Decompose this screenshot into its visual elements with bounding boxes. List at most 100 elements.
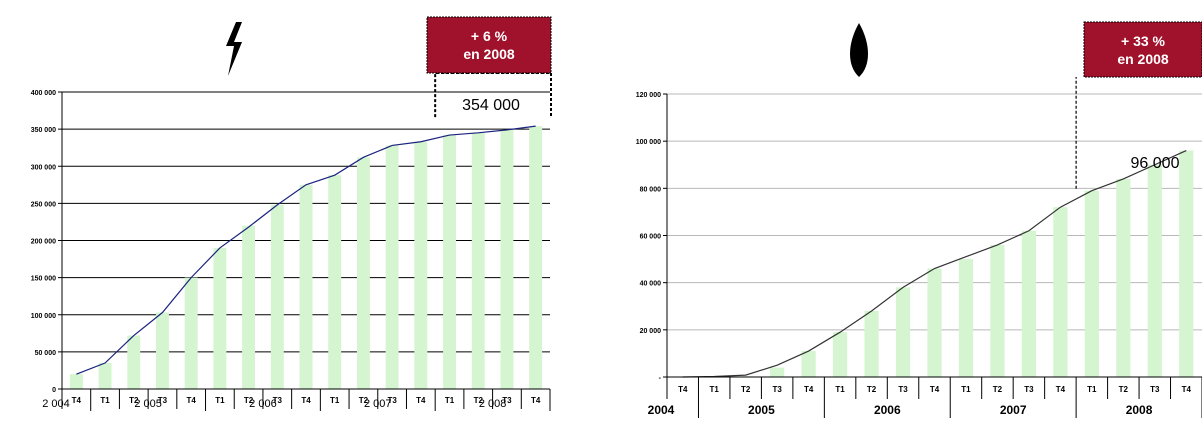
bar (156, 312, 169, 389)
quarter-label: T1 (1087, 385, 1097, 394)
bar (328, 175, 342, 389)
quarter-label: T1 (835, 385, 845, 394)
bar (184, 277, 198, 389)
quarter-label: T1 (100, 396, 110, 405)
year-label: 2 007 (364, 398, 392, 410)
y-tick-label: 0 (52, 387, 56, 394)
bar (414, 141, 428, 389)
quarter-label: T3 (158, 396, 168, 405)
year-label: 2 006 (249, 398, 277, 410)
year-label: 2 005 (134, 398, 162, 410)
bar (242, 225, 256, 389)
growth-badge-year: en 2008 (463, 46, 515, 62)
quarter-label: T1 (445, 396, 455, 405)
quarter-label: T3 (1024, 385, 1034, 394)
bar (1021, 230, 1036, 377)
growth-badge-year: en 2008 (1117, 51, 1169, 67)
year-label: 2007 (1000, 403, 1027, 417)
quarter-label: T4 (531, 396, 541, 405)
quarter-label: T2 (1119, 385, 1129, 394)
bar (770, 367, 785, 377)
y-tick-label: 400 000 (31, 90, 56, 97)
year-label: 2008 (1126, 403, 1153, 417)
y-tick-label: 40 000 (640, 281, 662, 288)
bar (1084, 190, 1099, 377)
quarter-label: T2 (359, 396, 369, 405)
year-label: 2005 (748, 403, 775, 417)
bar (1147, 164, 1162, 377)
bar (801, 351, 816, 377)
quarter-label: T2 (474, 396, 484, 405)
quarter-label: T4 (1056, 385, 1066, 394)
bar (529, 126, 543, 389)
quarter-label: T3 (1150, 385, 1160, 394)
y-tick-label: 350 000 (31, 127, 56, 134)
y-tick-label: 200 000 (31, 239, 56, 246)
growth-badge (1083, 21, 1202, 78)
bar (927, 268, 942, 377)
y-tick-label: 50 000 (35, 350, 57, 357)
quarter-label: T4 (301, 396, 311, 405)
y-tick-label: - (659, 375, 662, 382)
lightning-bolt-icon (226, 22, 242, 76)
year-label: 2004 (648, 403, 675, 417)
bar (1179, 150, 1194, 377)
y-tick-label: 20 000 (640, 328, 662, 335)
final-value-label: 96 000 (1131, 155, 1180, 172)
quarter-label: T2 (741, 385, 751, 394)
quarter-label: T1 (215, 396, 225, 405)
trend-line (76, 125, 536, 375)
y-tick-label: 120 000 (636, 92, 661, 99)
quarter-label: T3 (898, 385, 908, 394)
bar (471, 132, 485, 389)
year-label: 2006 (874, 403, 901, 417)
quarter-label: T4 (187, 396, 197, 405)
bar (127, 335, 141, 389)
quarter-label: T3 (387, 396, 397, 405)
y-tick-label: 60 000 (640, 234, 662, 241)
bar (213, 247, 227, 389)
bar (270, 204, 284, 389)
quarter-label: T3 (772, 385, 782, 394)
growth-badge-percent: + 33 % (1121, 33, 1166, 49)
bar (864, 310, 879, 377)
bar (958, 259, 974, 377)
y-tick-label: 80 000 (640, 186, 662, 193)
y-tick-label: 250 000 (31, 201, 56, 208)
electricity-chart: 0 50 000 100 000 150 000 200 000 250 000 300 0… (31, 16, 552, 411)
quarter-label: T1 (330, 396, 340, 405)
final-value-label: 354 000 (462, 97, 520, 114)
bar (299, 184, 313, 389)
quarter-label: T1 (961, 385, 971, 394)
quarter-label: T2 (244, 396, 254, 405)
growth-badge-percent: + 6 % (471, 28, 508, 44)
bar (69, 374, 83, 389)
quarter-label: T4 (930, 385, 940, 394)
y-tick-label: 150 000 (31, 276, 56, 283)
quarter-label: T2 (129, 396, 139, 405)
drop-icon (850, 23, 868, 77)
y-tick-label: 100 000 (31, 313, 56, 320)
bar (990, 244, 1005, 377)
quarter-label: T2 (867, 385, 877, 394)
bar (356, 157, 370, 389)
quarter-label: T3 (502, 396, 512, 405)
bar (500, 129, 514, 389)
bar (443, 135, 456, 389)
bar (1053, 207, 1068, 377)
bar (1116, 178, 1131, 377)
quarter-label: T4 (804, 385, 814, 394)
year-label: 2 008 (479, 398, 507, 410)
bar (833, 332, 848, 377)
quarter-label: T1 (710, 385, 720, 394)
quarter-label: T4 (678, 385, 688, 394)
y-tick-label: 300 000 (31, 164, 56, 171)
growth-badge (426, 16, 552, 74)
quarter-label: T4 (72, 396, 82, 405)
bar (385, 145, 399, 389)
year-label: 2 004 (42, 398, 70, 410)
bar (98, 363, 112, 389)
trend-line (682, 150, 1187, 378)
quarter-label: T3 (273, 396, 283, 405)
